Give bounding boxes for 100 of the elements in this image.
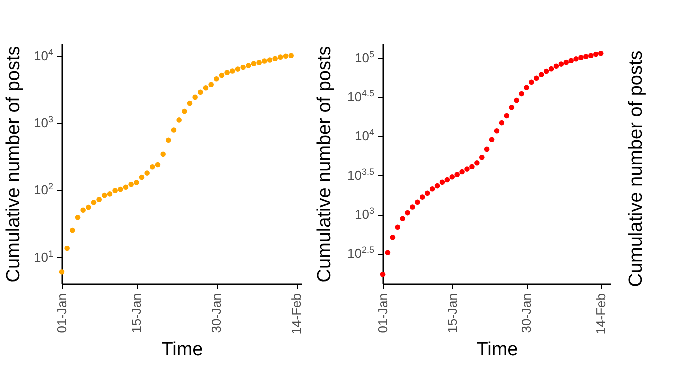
point [593, 52, 599, 58]
x-axis-title: Time [162, 340, 204, 361]
point [235, 66, 241, 72]
point [385, 250, 391, 256]
point [187, 100, 193, 106]
point [246, 63, 252, 68]
point [499, 120, 505, 126]
point [578, 55, 584, 60]
point [584, 54, 589, 60]
point [278, 54, 284, 60]
point [434, 183, 440, 189]
point [150, 164, 156, 170]
point [288, 53, 294, 58]
point [128, 182, 134, 188]
point [272, 56, 278, 62]
point [380, 272, 386, 278]
point [415, 200, 420, 206]
x-tick-label: 15-Jan [444, 294, 460, 334]
point [176, 118, 182, 123]
point [91, 200, 97, 206]
x-tick-label: 01-Jan [54, 294, 70, 334]
y-tick-label: 10$^{3}$ [355, 206, 374, 222]
point [529, 80, 534, 86]
point [514, 98, 520, 104]
point [86, 204, 92, 210]
point [504, 113, 510, 119]
point [171, 128, 177, 133]
point [192, 94, 198, 100]
point [182, 108, 188, 114]
y-tick-label: 10$^{4.5}$ [348, 88, 374, 104]
point [112, 188, 118, 194]
point [588, 53, 594, 58]
y-tick-label: 10$^{5}$ [355, 49, 374, 66]
point [214, 76, 220, 82]
y-tick-label: 10$^{4}$ [355, 128, 374, 144]
x-tick-label: 30-Jan [519, 294, 534, 334]
point [524, 85, 530, 91]
point [450, 174, 456, 180]
point [96, 197, 102, 202]
point [208, 82, 214, 88]
point [107, 192, 113, 197]
point [390, 235, 396, 240]
y-tick-label: 10$^{4}$ [34, 47, 54, 64]
point [80, 208, 86, 213]
point [519, 91, 524, 97]
point [464, 166, 470, 172]
x-tick-label: 01-Jan [376, 294, 390, 334]
point [267, 58, 273, 63]
point [262, 58, 268, 64]
point [166, 138, 172, 144]
point [123, 184, 129, 190]
point [251, 61, 257, 66]
point [474, 160, 480, 166]
text: Cumulative number of posts [626, 50, 647, 288]
point [454, 172, 460, 178]
point [198, 90, 204, 96]
point [568, 58, 574, 64]
point [144, 170, 150, 176]
point [160, 152, 166, 158]
y-axis-title: Cumulative number of posts [314, 46, 336, 283]
point [558, 62, 564, 67]
point [494, 128, 500, 134]
point [544, 68, 550, 74]
point [440, 180, 446, 186]
point [509, 105, 515, 110]
point [240, 64, 246, 70]
y-tick-label: 10$^{2}$ [34, 182, 54, 198]
point [430, 186, 436, 192]
point [230, 68, 236, 74]
point [420, 194, 426, 200]
point [102, 192, 108, 198]
point [75, 214, 81, 220]
point [256, 60, 262, 66]
point [405, 210, 410, 216]
x-tick-label: 15-Jan [129, 294, 144, 334]
point [155, 162, 161, 168]
point [400, 216, 406, 222]
point [564, 60, 570, 66]
y-tick-label: 10$^{1}$ [34, 248, 54, 265]
point [395, 224, 401, 230]
point [534, 76, 540, 81]
point [470, 164, 475, 170]
point [574, 56, 579, 62]
point [134, 180, 140, 186]
y-tick-label: 10$^{3.5}$ [348, 166, 374, 183]
x-tick-label: 30-Jan [209, 294, 224, 334]
point [203, 86, 209, 91]
point [118, 186, 124, 192]
point [424, 190, 430, 196]
y-tick-label: 10$^{2.5}$ [348, 245, 374, 262]
point [70, 228, 76, 234]
point [283, 54, 289, 60]
point [219, 72, 225, 78]
point [479, 155, 485, 160]
point [410, 204, 416, 210]
y-tick-label: 10$^{3}$ [34, 114, 54, 130]
point [444, 177, 450, 183]
point [548, 66, 554, 72]
point [64, 246, 70, 252]
point [139, 174, 145, 180]
